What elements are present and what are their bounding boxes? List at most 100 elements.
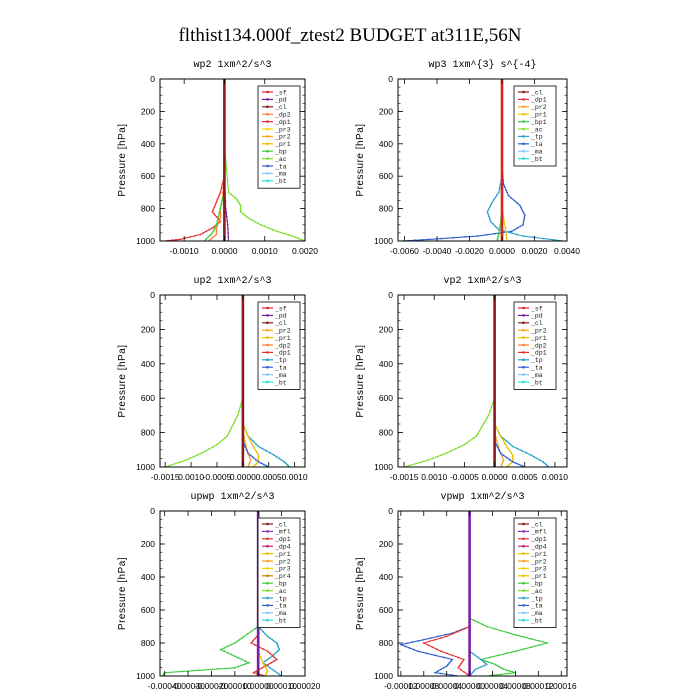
series-marker [434,638,437,641]
series-marker [231,194,234,197]
series-marker [208,228,211,231]
legend-marker [522,537,525,541]
series-marker [278,648,281,651]
series-marker [264,660,267,662]
series-marker [218,219,221,222]
series-marker [266,658,269,661]
series-marker [254,644,257,646]
x-tick-label: 0.0040 [554,246,580,256]
series-marker [496,429,499,431]
legend-marker [266,552,269,555]
y-tick-label: 400 [141,572,155,582]
series-marker [452,236,455,239]
series-marker [219,207,222,210]
series-marker [276,643,279,646]
series-marker [269,451,271,454]
series-marker [236,199,239,202]
legend-marker [266,581,269,585]
x-tick-label: -0.00030 [171,681,205,691]
y-tick-label: 800 [141,428,155,438]
series-marker [262,630,264,633]
series-marker [503,668,505,671]
series-marker [219,648,222,651]
legend-label: _pr2 [530,104,547,111]
series-marker [216,198,219,201]
legend-box [257,517,301,628]
series-marker [532,455,535,458]
series-marker [427,459,430,461]
legend-marker [522,380,525,384]
panel-title: wp3 1xm^{3} s^{-4} [428,59,536,71]
legend-marker [266,567,269,570]
series-marker [169,464,172,467]
series-marker [483,664,485,667]
series-marker [287,464,290,467]
series-marker [493,224,496,227]
series-marker [248,456,251,459]
legend-label: _dp1 [530,350,547,357]
panel-title: upwp 1xm^2/s^3 [190,491,274,503]
series-marker [245,215,248,218]
series-marker [230,653,233,656]
series-marker [520,449,523,452]
legend-label: _cl [530,521,543,528]
series-marker [514,633,517,636]
x-tick-label: -0.00040 [148,681,182,691]
series-line [163,79,225,241]
y-axis-label: Pressure [hPa] [117,344,128,417]
series-marker [502,459,505,461]
series-marker [488,656,491,659]
series-line [494,295,505,467]
series-marker [542,460,544,463]
legend-label: _ac [530,588,543,595]
series-marker [464,236,467,238]
legend-marker [522,358,525,362]
series-marker [451,633,454,635]
y-tick-label: 600 [379,393,393,403]
legend-label: _tp [530,134,543,141]
series-marker [227,432,230,435]
series-marker [220,203,223,206]
series-marker [215,227,218,229]
series-marker [489,220,492,223]
series-marker [212,445,215,448]
chart-panel: vp2 1xm^2/s^3 Pressure [hPa] 0 200 400 600 800… [355,275,568,482]
series-marker [251,442,253,445]
series-marker [216,668,219,670]
y-tick-label: 200 [379,106,393,116]
series-marker [497,233,500,236]
y-axis-label: Pressure [hPa] [355,344,366,417]
legend-label: _pr3 [274,126,291,133]
y-tick-label: 0 [388,290,393,300]
legend-marker [522,135,525,138]
series-marker [422,642,425,644]
y-tick-label: 800 [379,638,393,648]
series-marker [485,234,488,236]
series-line [203,79,225,241]
series-marker [460,668,462,671]
series-marker [535,457,538,460]
series-marker [253,638,256,640]
series-marker [205,238,208,240]
y-tick-label: 800 [379,428,393,438]
series-marker [491,222,494,225]
series-marker [236,414,239,417]
series-marker [225,167,228,170]
series-marker [463,658,465,661]
series-marker [215,233,218,236]
legend-label: _ma [274,610,287,617]
legend-label: _pr2 [274,558,291,565]
series-marker [264,633,267,635]
legend-label: _ma [274,372,287,379]
series-marker [218,441,221,444]
series-marker [226,435,229,437]
series-marker [215,201,218,204]
series-marker [510,462,513,464]
legend-label: _pr3 [530,566,547,573]
series-line [398,511,471,676]
y-tick-label: 400 [379,572,393,582]
legend-marker [266,314,269,317]
legend-marker [266,365,269,369]
legend-marker [522,544,525,548]
series-marker [451,654,454,657]
